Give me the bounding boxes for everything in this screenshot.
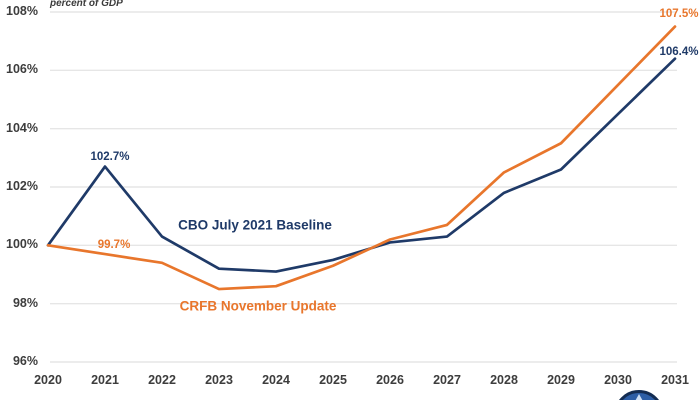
y-axis-tick-label: 108% <box>6 4 38 18</box>
y-axis-tick-label: 102% <box>6 179 38 193</box>
series-line <box>46 57 677 273</box>
y-axis-tick-label: 98% <box>12 295 38 310</box>
x-axis-tick-label: 2025 <box>319 373 347 387</box>
x-axis-tick-label: 2021 <box>91 373 119 387</box>
update-2031-value-label: 107.5% <box>659 8 699 20</box>
y-axis-tick-label: 106% <box>6 62 38 77</box>
axis-units-note: percent of GDP <box>50 0 123 9</box>
x-axis-tick-label: 2028 <box>490 373 518 387</box>
x-axis-tick-label: 2022 <box>148 373 176 387</box>
x-axis-tick-label: 2020 <box>34 373 62 387</box>
x-axis-tick-label: 2026 <box>376 373 404 387</box>
y-axis-tick-label: 96% <box>12 354 38 368</box>
x-axis-tick-label: 2030 <box>604 373 632 387</box>
x-axis-tick-label: 2023 <box>205 373 233 387</box>
update-2021-value-label: 99.7% <box>97 239 131 251</box>
logo-compass-point-icon <box>634 394 644 400</box>
baseline-2021-value-label: 102.7% <box>90 151 130 163</box>
x-axis-tick-label: 2031 <box>661 373 689 387</box>
baseline-2031-value-label: 106.4% <box>659 46 699 58</box>
series-line <box>46 25 677 291</box>
baseline-series-label: CBO July 2021 Baseline <box>178 217 332 233</box>
x-axis-tick-label: 2024 <box>262 373 290 387</box>
y-axis-tick-label: 100% <box>6 237 38 252</box>
x-axis-tick-label: 2029 <box>547 373 575 387</box>
update-series-label: CRFB November Update <box>179 298 337 314</box>
y-axis-tick-label: 104% <box>6 120 38 135</box>
x-axis-tick-label: 2027 <box>433 373 461 387</box>
